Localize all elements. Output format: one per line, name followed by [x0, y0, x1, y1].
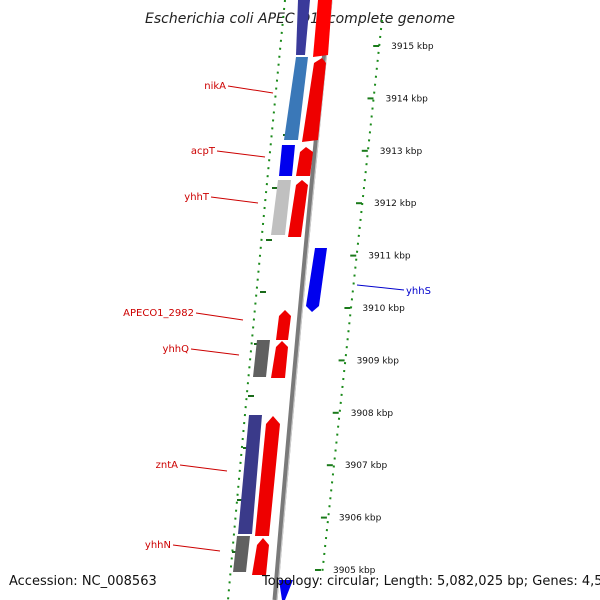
accession-label: Accession: NC_008563 [9, 574, 157, 589]
scale-tick-label: 3914 kbp [385, 94, 428, 104]
scale-tick-label: 3912 kbp [374, 199, 417, 209]
cds-reverse-top[interactable] [296, 0, 310, 55]
cds-APECO1_2982[interactable] [276, 310, 291, 340]
cds-forward-acp[interactable] [296, 147, 313, 176]
gene-features [233, 0, 332, 600]
cds-reverse-bottom[interactable] [279, 580, 293, 600]
cds-forward-yhhT[interactable] [288, 180, 308, 237]
cds-forward-zntA[interactable] [255, 416, 280, 536]
scale-tick-label: 3907 kbp [345, 461, 388, 471]
cds-acpT[interactable] [279, 145, 295, 176]
genome-summary: Topology: circular; Length: 5,082,025 bp… [262, 574, 600, 589]
cds-nikA[interactable] [284, 57, 308, 140]
scale-tick-label: 3905 kbp [333, 566, 376, 576]
cds-yhhS[interactable] [306, 248, 327, 312]
scale-ticks: 3915 kbp 3914 kbp 3913 kbp 3912 kbp 3911 kbp… [314, 42, 434, 576]
scale-tick-label: 3913 kbp [380, 147, 423, 157]
scale-tick-label: 3911 kbp [368, 252, 411, 262]
gene-label-nikA[interactable]: nikA [204, 81, 226, 92]
cds-forward-top[interactable] [313, 0, 332, 57]
scale-tick-label: 3908 kbp [351, 409, 394, 419]
cds-forward-yhhQ[interactable] [271, 341, 288, 378]
cds-yhhN[interactable] [233, 536, 250, 572]
gene-label-yhhS[interactable]: yhhS [406, 286, 431, 297]
scale-tick-label: 3909 kbp [357, 356, 400, 366]
scale-tick-label: 3910 kbp [362, 304, 405, 314]
scale-tick-label: 3906 kbp [339, 514, 382, 524]
gene-label-acpT[interactable]: acpT [191, 146, 216, 157]
gene-label-yhhN[interactable]: yhhN [145, 540, 171, 551]
gene-label-yhhQ[interactable]: yhhQ [163, 344, 190, 355]
scale-tick-label: 3915 kbp [391, 42, 434, 52]
cds-yhhT[interactable] [271, 180, 291, 235]
cds-yhhQ[interactable] [253, 340, 270, 377]
gene-label-yhhT[interactable]: yhhT [184, 192, 210, 203]
gene-label-zntA[interactable]: zntA [156, 460, 179, 471]
label-leaders [172, 85, 405, 552]
gene-label-APECO1_2982[interactable]: APECO1_2982 [123, 308, 194, 319]
cds-zntA[interactable] [238, 415, 262, 534]
gene-labels: nikA acpT yhhT yhhS APECO1_2982 yhhQ znt… [123, 81, 431, 551]
outer-dotted-track [321, 19, 383, 576]
cds-forward-nik[interactable] [302, 58, 326, 142]
cds-forward-yhhN[interactable] [252, 538, 269, 575]
